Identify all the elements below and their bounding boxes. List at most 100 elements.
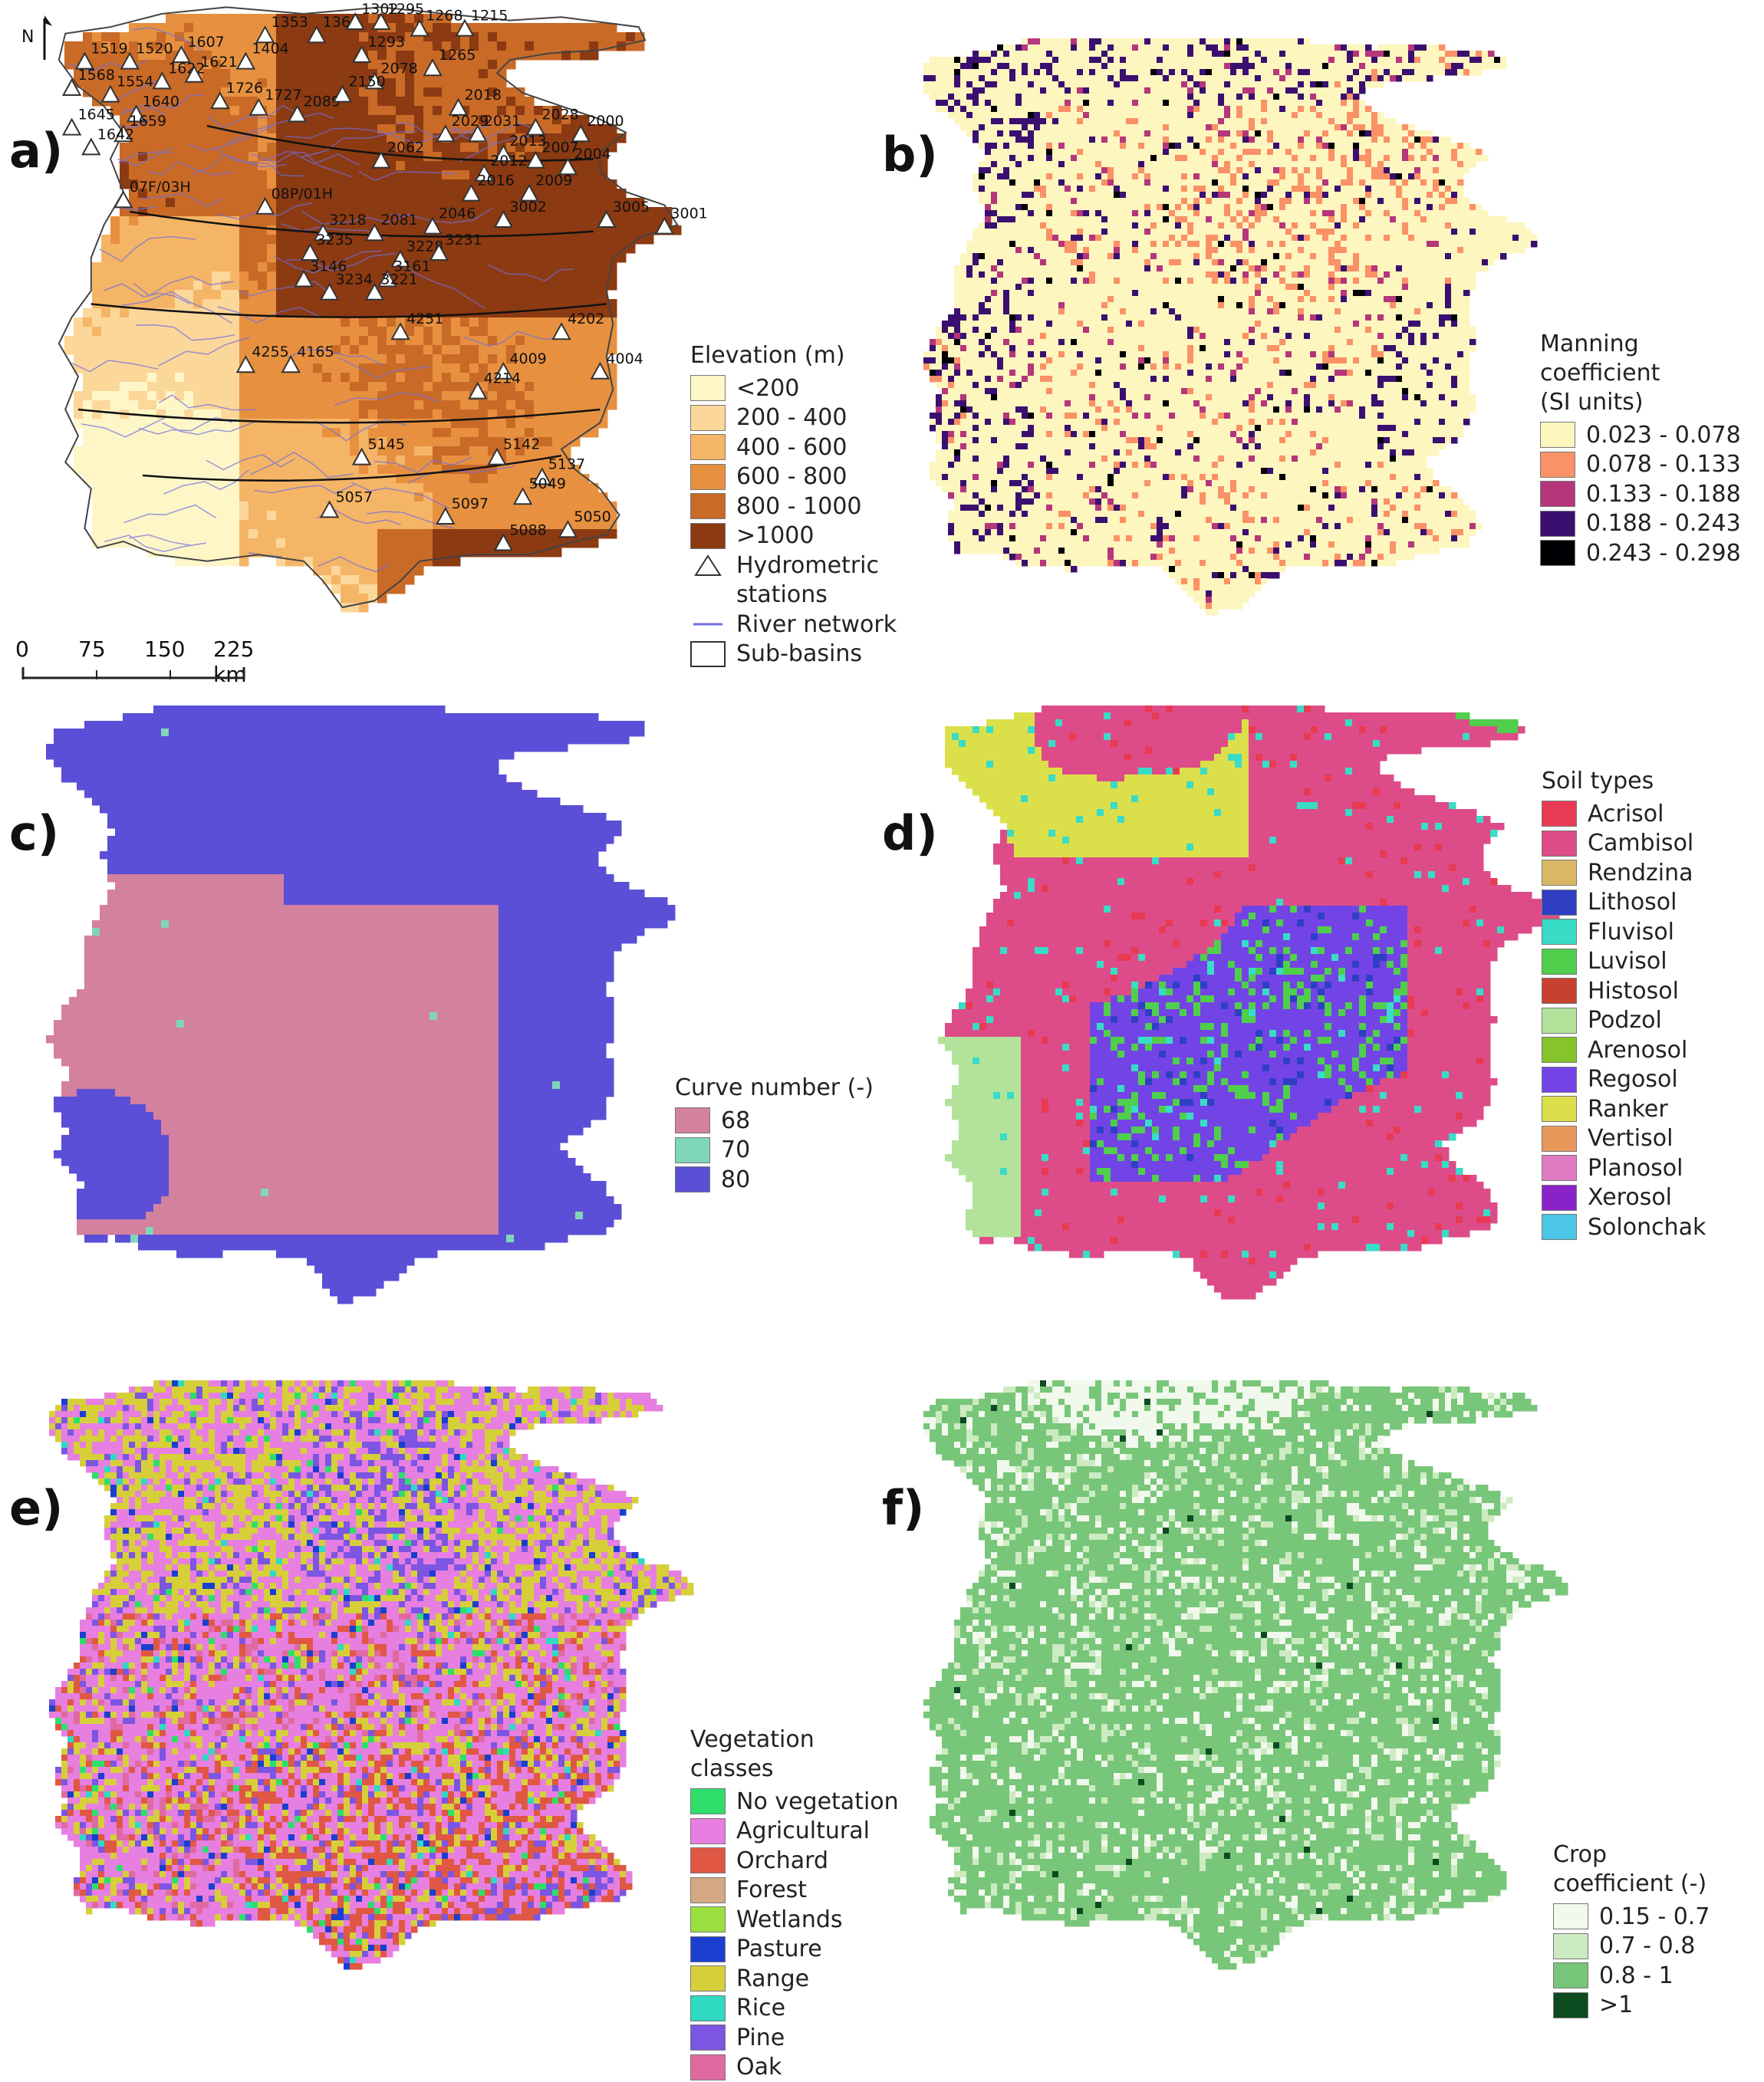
station-label: 3231 (445, 232, 482, 248)
station-label: 2012 (490, 153, 527, 169)
elevation-legend-label: 800 - 1000 (736, 493, 862, 520)
elevation-legend-swatch (690, 493, 726, 519)
station-label: 08P/01H (272, 186, 334, 202)
station-label: 2031 (484, 113, 521, 130)
station-label: 1607 (187, 34, 224, 51)
vegetation-legend-item: Oak (690, 2053, 899, 2082)
raster-layer (938, 706, 1560, 1300)
station-label: 1519 (91, 41, 127, 58)
station-label: 1726 (226, 80, 263, 97)
triangle-icon (690, 552, 726, 578)
north-label: N (21, 28, 34, 47)
crop-legend-swatch (1553, 1992, 1588, 2018)
crop-legend-item: >1 (1553, 1991, 1710, 2021)
soil-legend-swatch (1542, 801, 1577, 827)
station-label: 5145 (368, 436, 405, 453)
station-label: 1659 (130, 113, 166, 130)
soil-legend-title: Soil types (1542, 767, 1706, 796)
station-label: 1404 (252, 41, 288, 58)
vegetation-legend-label: No vegetation (736, 1788, 899, 1815)
vegetation-legend-item: Rice (690, 1994, 899, 2024)
vegetation-legend-swatch (690, 1818, 726, 1844)
soil-legend-swatch (1542, 1214, 1577, 1240)
panel-a-label: a) (9, 123, 63, 179)
station-label: 4165 (297, 344, 334, 360)
scale-bar-line (21, 664, 252, 687)
crop-legend-item: 0.15 - 0.7 (1553, 1902, 1710, 1932)
curve-number-map (0, 690, 890, 1365)
vegetation-legend-swatch (690, 1995, 726, 2021)
vegetation-legend-item: Range (690, 1964, 899, 1994)
station-label: 2078 (380, 60, 417, 77)
station-label: 4004 (606, 350, 643, 367)
north-arrow-icon (41, 15, 54, 61)
station-label: 3005 (613, 199, 650, 215)
crop-legend-label: 0.7 - 0.8 (1599, 1932, 1695, 1959)
legend-river-label: River network (736, 611, 897, 638)
curve-number-legend-swatch (675, 1166, 710, 1192)
elevation-legend-label: 400 - 600 (736, 434, 847, 461)
crop-legend-swatch (1553, 1933, 1588, 1959)
station-label: 4009 (509, 350, 546, 367)
soil-legend-swatch (1542, 1067, 1577, 1093)
soil-legend-item: Regosol (1542, 1065, 1706, 1095)
manning-legend: Manning coefficient (SI units) 0.023 - 0… (1540, 330, 1741, 568)
vegetation-legend-label: Oak (736, 2054, 782, 2080)
soil-legend-label: Regosol (1588, 1066, 1678, 1093)
station-label: 3234 (336, 271, 373, 288)
soil-legend-swatch (1542, 890, 1577, 916)
soil-legend-swatch (1542, 830, 1577, 857)
manning-legend-swatch (1540, 540, 1575, 566)
legend-subbasins-label: Sub-basins (736, 640, 862, 667)
elevation-legend-swatch (690, 434, 726, 460)
soil-legend-swatch (1542, 1096, 1577, 1122)
elevation-legend-item: 200 - 400 (690, 403, 897, 433)
elevation-legend-item: >1000 (690, 521, 897, 551)
vegetation-legend-swatch (690, 1906, 726, 1932)
scale-bar: 0 75 150 225 km (15, 636, 245, 682)
curve-number-legend-swatch (675, 1137, 710, 1163)
soil-legend-label: Planosol (1588, 1155, 1683, 1182)
river-line-icon (690, 611, 726, 637)
panel-f-label: f) (882, 1480, 924, 1536)
station-label: 4214 (484, 370, 521, 387)
station-label: 2081 (380, 212, 417, 229)
north-arrow: N (21, 28, 34, 47)
station-label: 2009 (535, 173, 572, 189)
soil-legend-item: Xerosol (1542, 1183, 1706, 1213)
scale-tick-150: 150 (144, 636, 185, 662)
scale-tick-75: 75 (78, 636, 106, 662)
elevation-legend-swatch (690, 464, 726, 490)
panel-d-label: d) (882, 805, 938, 861)
manning-legend-label: 0.078 - 0.133 (1586, 451, 1741, 478)
soil-legend-item: Rendzina (1542, 858, 1706, 888)
soil-legend-swatch (1542, 1185, 1577, 1211)
soil-legend-swatch (1542, 1126, 1577, 1152)
vegetation-legend-item: Wetlands (690, 1905, 899, 1935)
vegetation-legend-item: Forest (690, 1876, 899, 1906)
soil-legend-label: Xerosol (1588, 1184, 1672, 1211)
soil-legend-label: Histosol (1588, 978, 1679, 1005)
station-label: 3218 (329, 212, 366, 229)
manning-legend-label: 0.133 - 0.188 (1586, 481, 1741, 508)
elevation-legend-item: 800 - 1000 (690, 492, 897, 521)
vegetation-legend-item: No vegetation (690, 1787, 899, 1817)
soil-legend-item: Ranker (1542, 1094, 1706, 1124)
station-label: 2046 (439, 206, 476, 222)
station-label: 5057 (336, 488, 373, 505)
manning-legend-swatch (1540, 511, 1575, 537)
curve-number-legend-label: 70 (721, 1136, 750, 1163)
soil-legend-label: Fluvisol (1588, 919, 1674, 946)
soil-legend-label: Arenosol (1588, 1037, 1687, 1064)
crop-legend-label: 0.15 - 0.7 (1599, 1903, 1710, 1930)
vegetation-legend-swatch (690, 1877, 726, 1903)
vegetation-legend-label: Pine (736, 2024, 785, 2051)
elevation-legend-swatch (690, 523, 726, 549)
crop-legend-label: 0.8 - 1 (1599, 1962, 1673, 1989)
